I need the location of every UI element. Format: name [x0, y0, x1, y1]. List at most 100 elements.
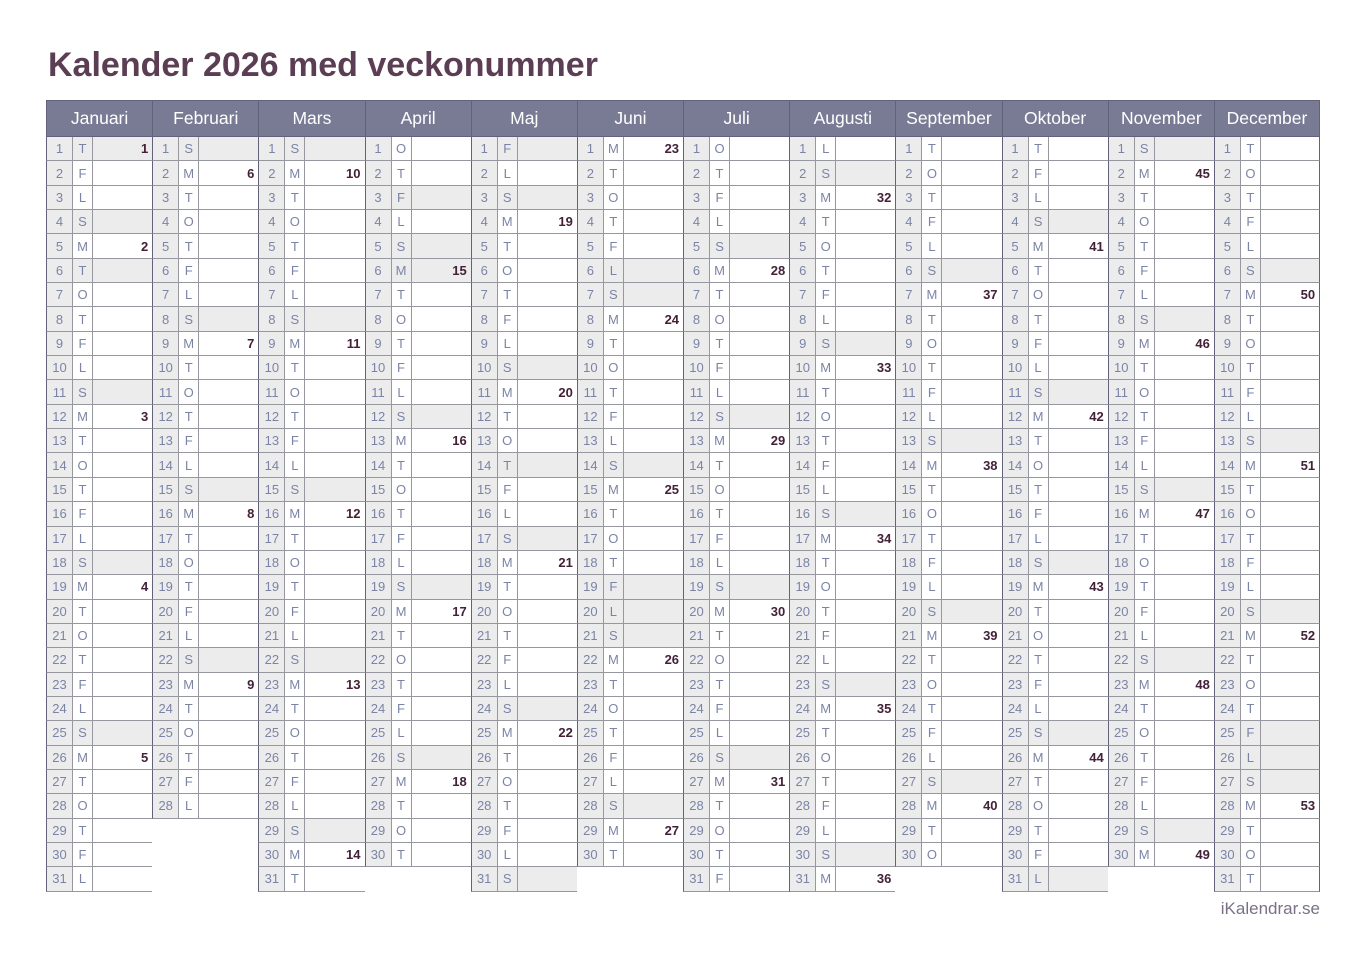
day-row: 29 F	[470, 818, 577, 843]
day-row: 11 L	[683, 380, 790, 405]
week-number-cell	[93, 356, 153, 380]
month-column-november: November 1 S 2 M 45 3 T 4 O 5 T 6 F 7 L 8 S 9 M 46 10 T 11 O 12 T 1…	[1107, 100, 1214, 892]
week-number-cell	[305, 356, 365, 380]
week-number-cell	[93, 307, 153, 331]
day-number-cell: 1	[1002, 137, 1029, 161]
weekday-letter-cell: O	[73, 283, 93, 307]
weekday-letter-cell: M	[1134, 842, 1155, 867]
weekday-letter-cell: T	[1028, 429, 1049, 453]
week-number-cell	[1260, 307, 1320, 331]
week-number-cell	[836, 453, 896, 477]
day-number-cell: 26	[1214, 745, 1241, 769]
day-row: 20 S	[895, 599, 1002, 624]
week-number-cell: 19	[517, 210, 577, 234]
day-number-cell: 25	[577, 721, 604, 745]
day-number-cell: 18	[259, 550, 286, 575]
week-number-cell	[942, 234, 1002, 258]
day-number-cell: 13	[1108, 429, 1135, 453]
weekday-letter-cell: T	[179, 234, 200, 258]
day-row: 14 F	[789, 453, 896, 478]
weekday-letter-cell: F	[710, 696, 731, 721]
day-number-cell: 5	[153, 234, 180, 258]
day-number-cell: 11	[577, 380, 604, 404]
weekday-letter-cell: L	[816, 477, 837, 502]
week-number-cell: 2	[93, 234, 153, 258]
week-number-cell	[1260, 769, 1320, 794]
day-number-cell: 7	[365, 283, 392, 307]
day-number-cell: 29	[1108, 818, 1135, 842]
weekday-letter-cell: T	[73, 429, 93, 453]
weekday-letter-cell: S	[179, 477, 200, 502]
day-number-cell: 14	[47, 453, 73, 477]
day-row: 24 T	[258, 696, 365, 722]
weekday-letter-cell: O	[710, 307, 731, 331]
weekday-letter-cell: S	[603, 453, 624, 477]
week-number-cell	[623, 161, 684, 185]
day-number-cell: 12	[577, 404, 604, 429]
day-row: 16 O	[1213, 502, 1321, 527]
weekday-letter-cell: T	[816, 380, 837, 404]
weekday-letter-cell: M	[922, 453, 943, 477]
weekday-letter-cell: T	[73, 307, 93, 331]
weekday-letter-cell: L	[497, 502, 518, 526]
day-number-cell: 27	[365, 769, 392, 794]
week-number-cell: 22	[517, 721, 577, 745]
week-number-cell	[942, 307, 1002, 331]
day-number-cell: 19	[1002, 575, 1029, 599]
week-number-cell	[1048, 721, 1108, 745]
day-row: 17 T	[258, 526, 365, 551]
day-row: 12 S	[364, 404, 471, 430]
day-row: 27 M 31	[683, 769, 790, 795]
day-row: 11 S	[46, 380, 153, 405]
day-number-cell: 19	[896, 575, 923, 599]
day-number-cell: 3	[365, 185, 392, 210]
day-row: 16 M 8	[152, 502, 259, 527]
weekday-letter-cell: O	[391, 137, 412, 161]
week-number-cell: 49	[1154, 842, 1214, 867]
day-number-cell: 19	[365, 575, 392, 599]
weekday-letter-cell: M	[603, 137, 624, 161]
week-number-cell	[411, 550, 471, 575]
week-number-cell	[1260, 331, 1320, 356]
weekday-letter-cell: S	[603, 794, 624, 818]
day-row: 12 O	[789, 404, 896, 430]
day-row: 22 S	[258, 648, 365, 673]
day-number-cell: 21	[153, 623, 180, 648]
weekday-letter-cell: O	[1134, 210, 1155, 234]
week-number-cell	[199, 696, 259, 721]
weekday-letter-cell: L	[603, 599, 624, 623]
day-row: 21 S	[576, 623, 684, 649]
weekday-letter-cell: T	[710, 161, 731, 185]
month-column-oktober: Oktober 1 T 2 F 3 L 4 S 5 M 41 6 T 7 O 8 T 9 F 10 L 11 S 12 M 42 13…	[1001, 100, 1108, 892]
day-row: 14 S	[576, 453, 684, 478]
day-number-cell: 20	[896, 599, 923, 623]
week-number-cell	[199, 477, 259, 502]
month-header: September	[895, 100, 1002, 137]
day-number-cell: 21	[790, 623, 817, 648]
weekday-letter-cell: L	[1240, 745, 1261, 769]
day-row: 16 S	[789, 502, 896, 527]
day-number-cell: 13	[259, 429, 286, 453]
weekday-letter-cell: T	[73, 818, 93, 842]
day-row: 16 M 47	[1107, 502, 1214, 527]
day-number-cell: 10	[259, 356, 286, 380]
day-number-cell: 28	[153, 794, 180, 818]
day-row: 23 O	[1213, 672, 1321, 697]
week-number-cell	[730, 696, 790, 721]
day-number-cell: 4	[1214, 210, 1241, 234]
day-row: 19 M 4	[46, 575, 153, 600]
week-number-cell	[836, 137, 896, 161]
week-number-cell	[623, 575, 684, 599]
day-number-cell: 26	[577, 745, 604, 769]
day-row: 16 F	[1001, 502, 1108, 527]
day-number-cell: 23	[259, 672, 286, 696]
weekday-letter-cell: L	[73, 356, 93, 380]
day-number-cell: 26	[153, 745, 180, 769]
weekday-letter-cell: T	[1134, 575, 1155, 599]
week-number-cell	[1048, 380, 1108, 404]
weekday-letter-cell: T	[179, 185, 200, 210]
